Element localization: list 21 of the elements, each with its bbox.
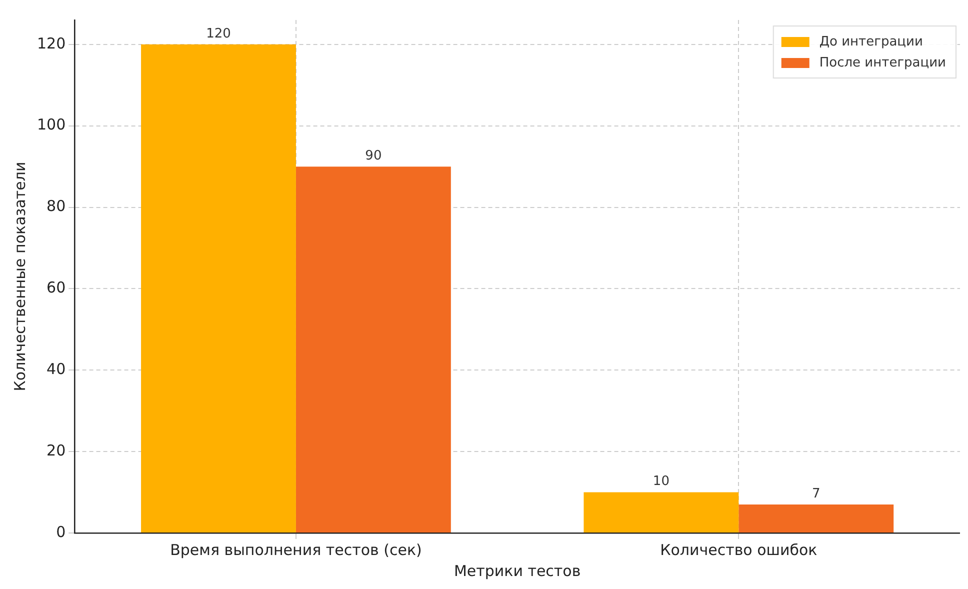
y-tick-label: 60: [46, 278, 66, 297]
y-tick-label: 20: [46, 441, 66, 460]
data-label: 120: [206, 26, 231, 42]
x-axis-title: Метрики тестов: [454, 562, 581, 580]
data-label: 7: [812, 486, 820, 502]
data-label: 10: [652, 474, 670, 490]
bar: [584, 492, 739, 532]
bar: [296, 166, 451, 532]
y-tick-label: 80: [46, 197, 66, 216]
y-tick-label: 40: [46, 360, 66, 378]
bar: [738, 504, 894, 532]
x-tick-label: Количество ошибок: [660, 540, 818, 559]
y-tick-label: 120: [36, 34, 66, 52]
y-tick-label: 0: [56, 522, 66, 541]
legend-label: До интеграции: [819, 34, 923, 50]
y-axis-title: Количественные показатели: [10, 162, 29, 392]
bar: [141, 44, 296, 532]
data-label: 90: [365, 148, 382, 164]
legend-label: После интеграции: [819, 55, 946, 70]
y-tick-label: 100: [36, 116, 66, 134]
x-tick-label: Время выполнения тестов (сек): [170, 540, 422, 559]
